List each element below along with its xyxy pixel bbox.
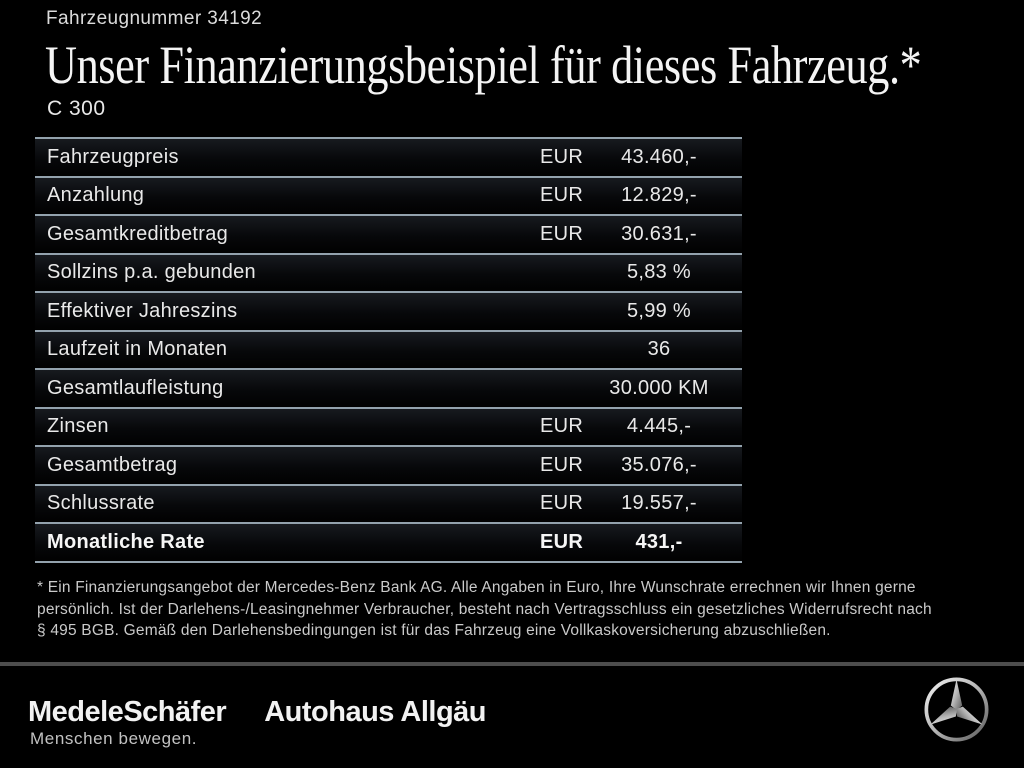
row-currency: EUR xyxy=(540,530,584,553)
page-title: Unser Finanzierungsbeispiel für dieses F… xyxy=(45,35,922,95)
table-row: Laufzeit in Monaten 36 xyxy=(35,331,742,370)
row-label: Sollzins p.a. gebunden xyxy=(47,261,256,284)
row-value: 30.631,- xyxy=(621,222,697,245)
row-value: 19.557,- xyxy=(621,492,697,515)
dealer-logo-medeleschaefer: MedeleSchäfer xyxy=(28,696,227,728)
dealer-line: MedeleSchäfer Autohaus Allgäu xyxy=(28,696,487,729)
row-currency: EUR xyxy=(540,222,584,245)
row-currency: EUR xyxy=(540,184,584,207)
dealer-tagline: Menschen bewegen. xyxy=(30,729,198,748)
row-value: 30.000 KM xyxy=(609,376,709,399)
table-row: Gesamtlaufleistung 30.000 KM xyxy=(35,370,742,409)
footnote-line: persönlich. Ist der Darlehens-/Leasingne… xyxy=(37,600,932,618)
row-label: Effektiver Jahreszins xyxy=(47,299,238,322)
dealer-logo-autohaus-allgaeu: Autohaus Allgäu xyxy=(264,696,487,728)
row-label: Monatliche Rate xyxy=(47,530,205,553)
row-label: Schlussrate xyxy=(47,492,155,515)
row-value: 5,99 % xyxy=(626,299,692,322)
row-label: Fahrzeugpreis xyxy=(47,145,179,168)
footnote-line: * Ein Finanzierungsangebot der Mercedes-… xyxy=(37,579,916,596)
footnote: * Ein Finanzierungsangebot der Mercedes-… xyxy=(37,577,997,642)
row-value: 35.076,- xyxy=(621,453,697,476)
finance-table: Fahrzeugpreis EUR 43.460,- Anzahlung EUR… xyxy=(35,137,742,563)
table-row: Gesamtkreditbetrag EUR 30.631,- xyxy=(35,216,742,255)
table-row: Zinsen EUR 4.445,- xyxy=(35,408,742,447)
footnote-line: § 495 BGB. Gemäß den Darlehensbedingunge… xyxy=(37,622,831,639)
footer-divider xyxy=(0,662,1024,666)
row-currency: EUR xyxy=(540,415,584,438)
row-currency: EUR xyxy=(540,453,584,476)
model-name: C 300 xyxy=(47,97,106,120)
row-label: Anzahlung xyxy=(47,184,145,207)
table-row: Effektiver Jahreszins 5,99 % xyxy=(35,293,742,332)
table-row: Fahrzeugpreis EUR 43.460,- xyxy=(35,139,742,178)
table-row: Monatliche Rate EUR 431,- xyxy=(35,524,742,563)
row-value: 12.829,- xyxy=(621,184,697,207)
table-row: Gesamtbetrag EUR 35.076,- xyxy=(35,447,742,486)
row-label: Gesamtbetrag xyxy=(47,453,178,476)
row-label: Laufzeit in Monaten xyxy=(47,338,228,361)
table-row: Schlussrate EUR 19.557,- xyxy=(35,485,742,524)
table-row: Anzahlung EUR 12.829,- xyxy=(35,177,742,216)
row-value: 43.460,- xyxy=(621,145,697,168)
row-label: Zinsen xyxy=(47,415,109,438)
footer: MedeleSchäfer Autohaus Allgäu Menschen b… xyxy=(0,666,1024,768)
row-label: Gesamtkreditbetrag xyxy=(47,222,229,245)
mercedes-star-icon xyxy=(924,677,989,742)
row-label: Gesamtlaufleistung xyxy=(47,376,224,399)
vehicle-number: Fahrzeugnummer 34192 xyxy=(46,8,263,29)
row-currency: EUR xyxy=(540,492,584,515)
row-value: 5,83 % xyxy=(626,261,692,284)
row-value: 36 xyxy=(647,338,671,361)
table-row: Sollzins p.a. gebunden 5,83 % xyxy=(35,254,742,293)
row-value: 4.445,- xyxy=(626,415,692,438)
row-currency: EUR xyxy=(540,145,584,168)
row-value: 431,- xyxy=(635,530,683,553)
